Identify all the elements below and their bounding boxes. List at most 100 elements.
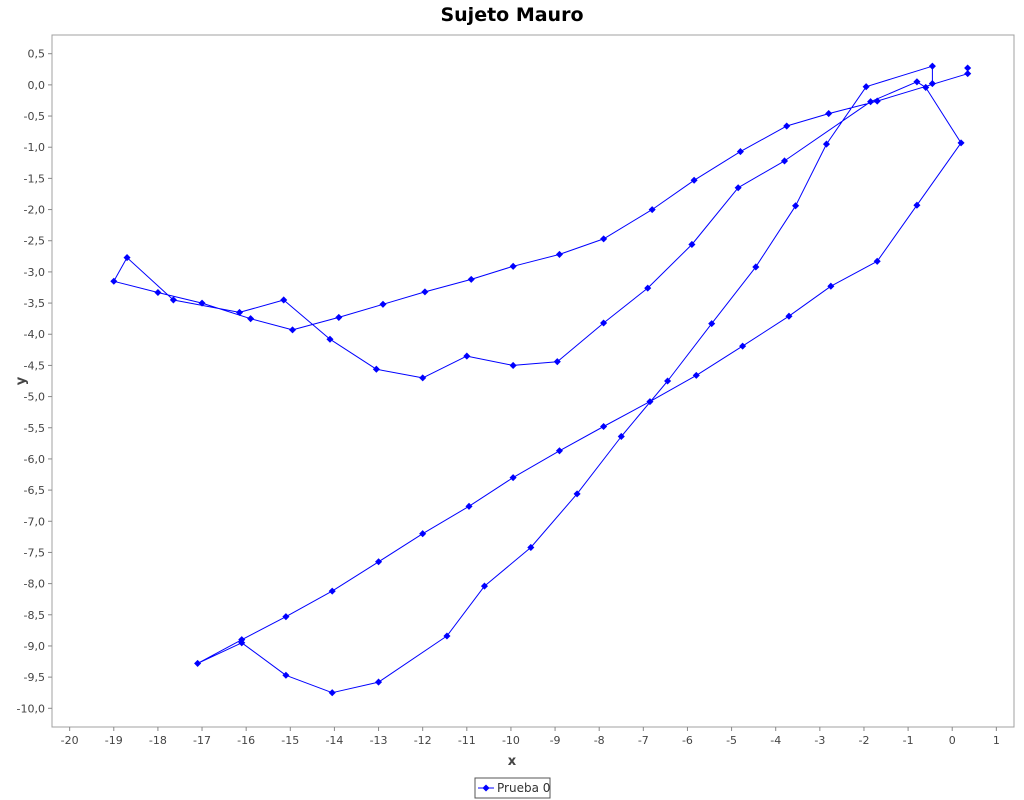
y-tick-label: -1,0 — [24, 141, 45, 154]
y-tick-label: -4,5 — [24, 359, 45, 372]
data-point — [913, 201, 921, 209]
y-tick-label: -10,0 — [17, 702, 45, 715]
data-point — [646, 398, 654, 406]
data-point — [527, 543, 535, 551]
data-point — [825, 110, 833, 118]
data-point — [785, 312, 793, 320]
data-point — [288, 326, 297, 334]
data-point — [280, 296, 288, 304]
y-tick-label: -0,5 — [24, 110, 45, 123]
y-tick-label: -4,0 — [24, 328, 45, 341]
data-point — [734, 184, 742, 192]
x-tick-label: -19 — [105, 734, 123, 747]
data-point — [862, 83, 870, 91]
data-point — [644, 284, 652, 292]
series-layer — [110, 62, 972, 697]
x-tick-label: -9 — [550, 734, 561, 747]
data-point — [480, 582, 489, 590]
x-tick-label: -1 — [903, 734, 914, 747]
data-point — [964, 64, 972, 72]
x-tick-label: -7 — [638, 734, 649, 747]
y-tick-label: -2,0 — [24, 204, 45, 217]
x-tick-label: -3 — [814, 734, 825, 747]
data-point — [465, 502, 473, 510]
x-tick-label: -8 — [594, 734, 605, 747]
x-tick-label: -20 — [61, 734, 79, 747]
y-tick-label: -3,0 — [24, 266, 45, 279]
chart-title: Sujeto Mauro — [440, 4, 583, 26]
x-tick-label: -18 — [149, 734, 167, 747]
legend-box — [474, 777, 551, 799]
data-point — [443, 632, 451, 640]
data-point — [873, 257, 881, 265]
x-tick-label: -4 — [770, 734, 781, 747]
data-point — [739, 342, 747, 350]
y-axis: 0,5 0,0 -0,5 -1,0 -1,5 -2,0 -2,5 -3,0 -3,5 -4,0 -4… — [17, 48, 52, 715]
x-tick-label: 0 — [949, 734, 956, 747]
data-point — [600, 235, 608, 243]
x-axis-label: x — [508, 754, 517, 769]
data-point — [922, 83, 930, 91]
y-tick-label: -6,5 — [24, 484, 45, 497]
x-tick-label: -14 — [325, 734, 343, 747]
y-tick-label: -1,5 — [24, 172, 45, 185]
y-axis-label: y — [14, 376, 29, 385]
x-tick-label: -17 — [193, 734, 211, 747]
x-tick-label: -5 — [726, 734, 737, 747]
data-point — [421, 288, 429, 296]
data-point — [198, 299, 206, 307]
y-tick-label: -5,5 — [24, 422, 45, 435]
x-axis: -20 -19 -18 -17 -16 -15 -14 -13 -12 -11 -10 -9 -8 -7-… — [61, 727, 1000, 747]
data-point — [419, 374, 427, 382]
data-point — [827, 282, 835, 290]
data-point — [467, 275, 475, 283]
data-point — [664, 377, 672, 385]
y-tick-label: -6,0 — [24, 453, 45, 466]
data-point — [688, 240, 696, 248]
y-tick-label: -7,5 — [24, 546, 45, 559]
data-point — [792, 202, 800, 210]
x-tick-label: -15 — [281, 734, 299, 747]
y-tick-label: -9,5 — [24, 671, 45, 684]
x-tick-label: -12 — [414, 734, 432, 747]
x-tick-label: -16 — [237, 734, 255, 747]
x-tick-label: -13 — [370, 734, 388, 747]
legend-label: Prueba 0 — [497, 781, 550, 795]
y-tick-label: -8,0 — [24, 578, 45, 591]
x-tick-label: -10 — [502, 734, 520, 747]
data-point — [463, 352, 471, 360]
x-tick-label: -2 — [858, 734, 869, 747]
data-point — [235, 308, 244, 316]
y-tick-label: -9,0 — [24, 640, 45, 653]
data-point — [553, 358, 561, 366]
data-point — [335, 313, 343, 321]
y-tick-label: -7,0 — [24, 515, 45, 528]
data-point — [375, 678, 383, 686]
data-point — [509, 262, 517, 270]
y-tick-label: -3,5 — [24, 297, 45, 310]
x-tick-label: -11 — [458, 734, 476, 747]
data-point — [600, 319, 608, 327]
data-point — [372, 365, 380, 373]
data-point — [752, 263, 760, 271]
data-point — [736, 148, 744, 156]
data-point — [957, 139, 965, 147]
plot-area — [51, 34, 1015, 728]
data-point — [509, 361, 517, 369]
y-tick-label: 0,0 — [28, 79, 46, 92]
legend: Prueba 0 — [474, 777, 551, 799]
x-tick-label: 1 — [993, 734, 1000, 747]
data-point — [326, 335, 334, 343]
legend-marker — [482, 784, 490, 792]
y-tick-label: -2,5 — [24, 235, 45, 248]
data-point — [573, 490, 581, 498]
data-point — [692, 371, 700, 379]
data-point — [419, 530, 427, 538]
data-point — [282, 671, 290, 679]
data-point — [555, 250, 563, 258]
data-point — [617, 432, 625, 440]
y-tick-label: -5,0 — [24, 391, 45, 404]
y-tick-label: 0,5 — [28, 48, 46, 61]
x-tick-label: -6 — [682, 734, 693, 747]
